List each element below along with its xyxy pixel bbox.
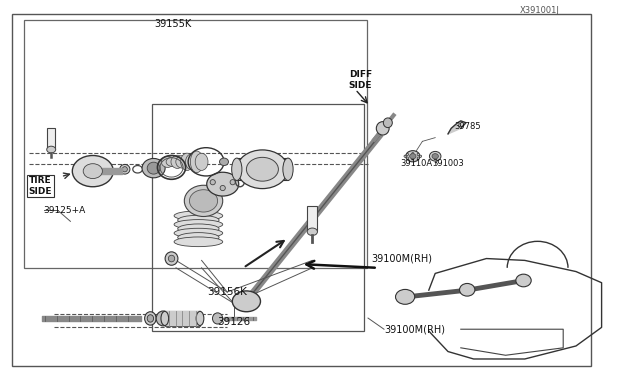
Text: TIRE
SIDE: TIRE SIDE xyxy=(29,176,52,196)
Text: 39125+A: 39125+A xyxy=(44,206,86,215)
Text: X391001J: X391001J xyxy=(520,6,560,15)
Circle shape xyxy=(406,153,408,155)
Ellipse shape xyxy=(189,190,218,212)
Ellipse shape xyxy=(212,313,223,324)
Ellipse shape xyxy=(307,228,317,235)
Ellipse shape xyxy=(383,118,392,128)
Circle shape xyxy=(404,155,406,157)
Ellipse shape xyxy=(165,252,178,265)
Ellipse shape xyxy=(432,154,438,159)
Ellipse shape xyxy=(166,157,179,166)
Text: 39110A: 39110A xyxy=(400,159,432,168)
Bar xyxy=(47,128,55,149)
Ellipse shape xyxy=(196,311,204,326)
Ellipse shape xyxy=(171,155,184,169)
Ellipse shape xyxy=(161,311,168,326)
Circle shape xyxy=(412,158,414,160)
Text: 391003: 391003 xyxy=(432,159,464,168)
Ellipse shape xyxy=(180,153,193,170)
Ellipse shape xyxy=(186,154,198,170)
Ellipse shape xyxy=(207,172,239,196)
Ellipse shape xyxy=(178,215,219,225)
Bar xyxy=(237,158,288,180)
Ellipse shape xyxy=(156,311,170,326)
Ellipse shape xyxy=(195,153,208,170)
Ellipse shape xyxy=(190,151,203,173)
Ellipse shape xyxy=(147,162,160,174)
Bar xyxy=(164,311,200,326)
Circle shape xyxy=(406,157,408,159)
Bar xyxy=(307,206,317,231)
Ellipse shape xyxy=(232,291,260,312)
Ellipse shape xyxy=(178,224,219,234)
Circle shape xyxy=(419,155,422,157)
Polygon shape xyxy=(448,121,466,134)
Ellipse shape xyxy=(47,146,56,153)
Ellipse shape xyxy=(120,164,130,174)
Ellipse shape xyxy=(184,185,223,217)
Ellipse shape xyxy=(83,164,102,179)
Ellipse shape xyxy=(376,122,389,135)
Ellipse shape xyxy=(410,154,416,159)
Ellipse shape xyxy=(516,274,531,287)
Ellipse shape xyxy=(246,157,278,181)
Text: 39156K: 39156K xyxy=(207,287,247,297)
Text: 39785: 39785 xyxy=(454,122,481,131)
Circle shape xyxy=(412,153,414,155)
Bar xyxy=(152,104,364,331)
Ellipse shape xyxy=(161,156,174,167)
Circle shape xyxy=(210,180,215,185)
Text: 39155K: 39155K xyxy=(154,19,191,29)
Circle shape xyxy=(230,180,236,185)
Ellipse shape xyxy=(145,312,156,325)
Ellipse shape xyxy=(237,150,288,189)
Ellipse shape xyxy=(147,315,154,322)
Ellipse shape xyxy=(220,158,228,166)
Ellipse shape xyxy=(283,158,293,180)
Ellipse shape xyxy=(178,232,219,242)
Ellipse shape xyxy=(429,151,441,161)
Ellipse shape xyxy=(122,167,127,172)
Text: 39100M(RH): 39100M(RH) xyxy=(384,324,445,334)
Ellipse shape xyxy=(174,228,223,238)
Ellipse shape xyxy=(176,155,189,168)
Circle shape xyxy=(220,185,225,190)
Ellipse shape xyxy=(174,211,223,221)
Ellipse shape xyxy=(168,255,175,262)
Text: 39100M(RH): 39100M(RH) xyxy=(371,254,432,263)
Ellipse shape xyxy=(174,237,223,247)
Ellipse shape xyxy=(460,283,475,296)
Text: DIFF
SIDE: DIFF SIDE xyxy=(349,70,372,90)
Ellipse shape xyxy=(174,219,223,229)
Bar xyxy=(24,20,367,268)
Circle shape xyxy=(417,153,419,155)
Text: 39126: 39126 xyxy=(217,317,250,327)
Ellipse shape xyxy=(232,158,242,180)
Ellipse shape xyxy=(406,151,420,162)
Ellipse shape xyxy=(142,158,165,178)
Circle shape xyxy=(417,157,419,159)
Ellipse shape xyxy=(72,155,113,187)
Ellipse shape xyxy=(396,289,415,304)
